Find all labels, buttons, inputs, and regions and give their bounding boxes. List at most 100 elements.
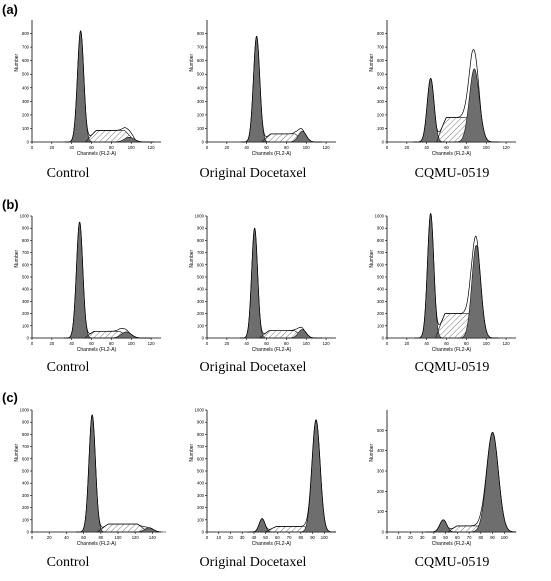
y-tick-label: 800 xyxy=(22,432,30,437)
x-tick-label: 60 xyxy=(444,145,449,150)
fit-envelope xyxy=(75,414,162,533)
y-axis-label: Number xyxy=(369,53,375,71)
x-tick-label: 80 xyxy=(478,535,483,540)
y-axis-label: Number xyxy=(14,443,20,461)
y-tick-label: 0 xyxy=(202,140,205,145)
x-tick-label: 120 xyxy=(148,341,156,346)
y-tick-label: 0 xyxy=(202,530,205,535)
histogram-chart: 0 100 200 300 400 500 600 700 800 900 1000 0 20 40 60 8… xyxy=(14,214,161,353)
x-tick-label: 120 xyxy=(148,145,156,150)
y-tick-label: 500 xyxy=(377,428,385,433)
y-tick-label: 0 xyxy=(382,336,385,341)
x-tick-label: 80 xyxy=(109,145,114,150)
y-tick-label: 400 xyxy=(22,287,30,292)
y-tick-label: 300 xyxy=(22,99,30,104)
panel-caption: Control xyxy=(46,360,90,375)
y-tick-label: 0 xyxy=(27,140,30,145)
x-tick-label: 40 xyxy=(432,535,437,540)
x-tick-label: 40 xyxy=(244,145,249,150)
y-axis-label: Number xyxy=(189,443,195,461)
histogram-chart: 0 100 200 300 400 500 600 700 800 0 20 40 60 80 100 120… xyxy=(369,20,516,157)
y-tick-label: 600 xyxy=(197,262,205,267)
y-tick-label: 0 xyxy=(382,530,385,535)
panel-caption: Original Docetaxel xyxy=(199,166,307,181)
x-tick-label: 100 xyxy=(128,341,136,346)
x-tick-label: 90 xyxy=(490,535,495,540)
x-tick-label: 60 xyxy=(81,535,86,540)
x-tick-label: 80 xyxy=(464,341,469,346)
y-tick-label: 200 xyxy=(22,505,30,510)
panel-caption: Original Docetaxel xyxy=(199,555,307,570)
y-tick-label: 600 xyxy=(197,58,205,63)
x-tick-label: 30 xyxy=(420,535,425,540)
y-tick-label: 700 xyxy=(197,250,205,255)
y-tick-label: 0 xyxy=(27,530,30,535)
fit-envelope xyxy=(413,49,500,143)
g1-peak xyxy=(242,227,267,339)
y-tick-label: 400 xyxy=(377,85,385,90)
y-axis-label: Number xyxy=(369,443,375,461)
x-tick-label: 100 xyxy=(128,145,136,150)
y-tick-label: 200 xyxy=(197,311,205,316)
x-tick-label: 100 xyxy=(483,341,491,346)
fit-envelope xyxy=(64,30,155,143)
y-tick-label: 1000 xyxy=(195,214,205,219)
y-tick-label: 300 xyxy=(197,299,205,304)
y-tick-label: 100 xyxy=(377,509,385,514)
x-tick-label: 60 xyxy=(444,341,449,346)
x-tick-label: 0 xyxy=(386,535,389,540)
fit-envelope xyxy=(414,212,499,339)
y-tick-label: 500 xyxy=(197,469,205,474)
panel-label: (b) xyxy=(2,197,19,212)
y-tick-label: 400 xyxy=(22,85,30,90)
x-tick-label: 140 xyxy=(149,535,157,540)
x-tick-label: 80 xyxy=(284,341,289,346)
x-tick-label: 40 xyxy=(69,145,74,150)
x-axis-label: Channels (FL2-A) xyxy=(432,151,472,157)
y-tick-label: 600 xyxy=(22,58,30,63)
y-tick-label: 700 xyxy=(377,250,385,255)
panel-caption: Original Docetaxel xyxy=(199,360,307,375)
y-tick-label: 500 xyxy=(197,275,205,280)
x-axis-label: Channels (FL2-A) xyxy=(432,541,472,547)
x-tick-label: 120 xyxy=(132,535,140,540)
x-tick-label: 10 xyxy=(396,535,401,540)
y-tick-label: 600 xyxy=(377,262,385,267)
x-tick-label: 80 xyxy=(298,535,303,540)
x-tick-label: 0 xyxy=(31,535,34,540)
x-tick-label: 0 xyxy=(386,145,389,150)
y-tick-label: 300 xyxy=(22,299,30,304)
g1-peak xyxy=(417,213,444,339)
x-tick-label: 80 xyxy=(109,341,114,346)
y-tick-label: 200 xyxy=(197,112,205,117)
y-tick-label: 300 xyxy=(197,493,205,498)
y-tick-label: 600 xyxy=(197,456,205,461)
y-tick-label: 100 xyxy=(377,126,385,131)
x-tick-label: 120 xyxy=(323,341,331,346)
panel-label: (a) xyxy=(2,2,18,17)
y-tick-label: 1000 xyxy=(20,214,30,219)
x-tick-label: 20 xyxy=(228,535,233,540)
x-tick-label: 60 xyxy=(264,341,269,346)
x-tick-label: 20 xyxy=(225,145,230,150)
y-tick-label: 100 xyxy=(22,323,30,328)
y-tick-label: 500 xyxy=(22,275,30,280)
panel-label: (c) xyxy=(2,390,18,405)
histogram-chart: 0 100 200 300 400 500 600 700 800 0 20 40 60 80 100 120… xyxy=(14,20,161,157)
fit-envelope xyxy=(247,419,336,533)
x-axis-label: Channels (FL2-A) xyxy=(77,347,117,353)
y-tick-label: 0 xyxy=(382,140,385,145)
x-tick-label: 20 xyxy=(50,341,55,346)
x-tick-label: 100 xyxy=(483,145,491,150)
x-axis-label: Channels (FL2-A) xyxy=(77,151,117,157)
x-axis-label: Channels (FL2-A) xyxy=(252,347,292,353)
y-tick-label: 900 xyxy=(197,420,205,425)
x-axis-label: Channels (FL2-A) xyxy=(77,541,117,547)
y-tick-label: 200 xyxy=(377,311,385,316)
y-axis-label: Number xyxy=(14,53,20,71)
x-tick-label: 0 xyxy=(31,145,34,150)
panel-caption: CQMU-0519 xyxy=(414,166,490,181)
y-tick-label: 800 xyxy=(197,432,205,437)
panel-caption: Control xyxy=(46,166,90,181)
y-tick-label: 800 xyxy=(197,238,205,243)
